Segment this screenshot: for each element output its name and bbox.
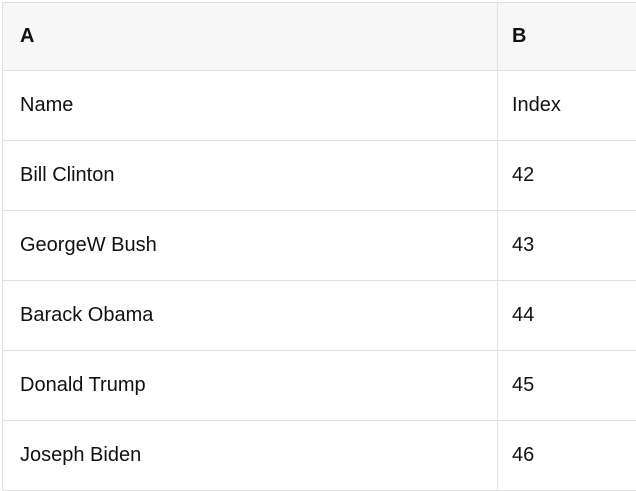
cell-name[interactable]: Barack Obama xyxy=(3,281,498,350)
column-header-a[interactable]: A xyxy=(3,3,498,70)
cell-index[interactable]: 45 xyxy=(512,374,535,396)
table-row: GeorgeW Bush 43 xyxy=(3,211,636,281)
table-row: Bill Clinton 42 xyxy=(3,141,636,211)
cell-index[interactable]: 42 xyxy=(512,164,535,186)
cell-name[interactable]: GeorgeW Bush xyxy=(3,211,498,280)
cell-index[interactable]: 43 xyxy=(512,234,535,256)
table-row: Donald Trump 45 xyxy=(3,351,636,421)
table-row: Name Index xyxy=(3,71,636,141)
column-header-b[interactable]: B xyxy=(512,25,527,47)
table-row: Barack Obama 44 xyxy=(3,281,636,351)
table-row: Joseph Biden 46 xyxy=(3,421,636,491)
cell-index[interactable]: 44 xyxy=(512,304,535,326)
cell-index-header[interactable]: Index xyxy=(512,94,561,116)
cell-index[interactable]: 46 xyxy=(512,444,535,466)
cell-name[interactable]: Joseph Biden xyxy=(3,421,498,490)
cell-name[interactable]: Bill Clinton xyxy=(3,141,498,210)
cell-name[interactable]: Donald Trump xyxy=(3,351,498,420)
cell-name-header[interactable]: Name xyxy=(3,71,498,140)
header-row: A B xyxy=(3,3,636,71)
